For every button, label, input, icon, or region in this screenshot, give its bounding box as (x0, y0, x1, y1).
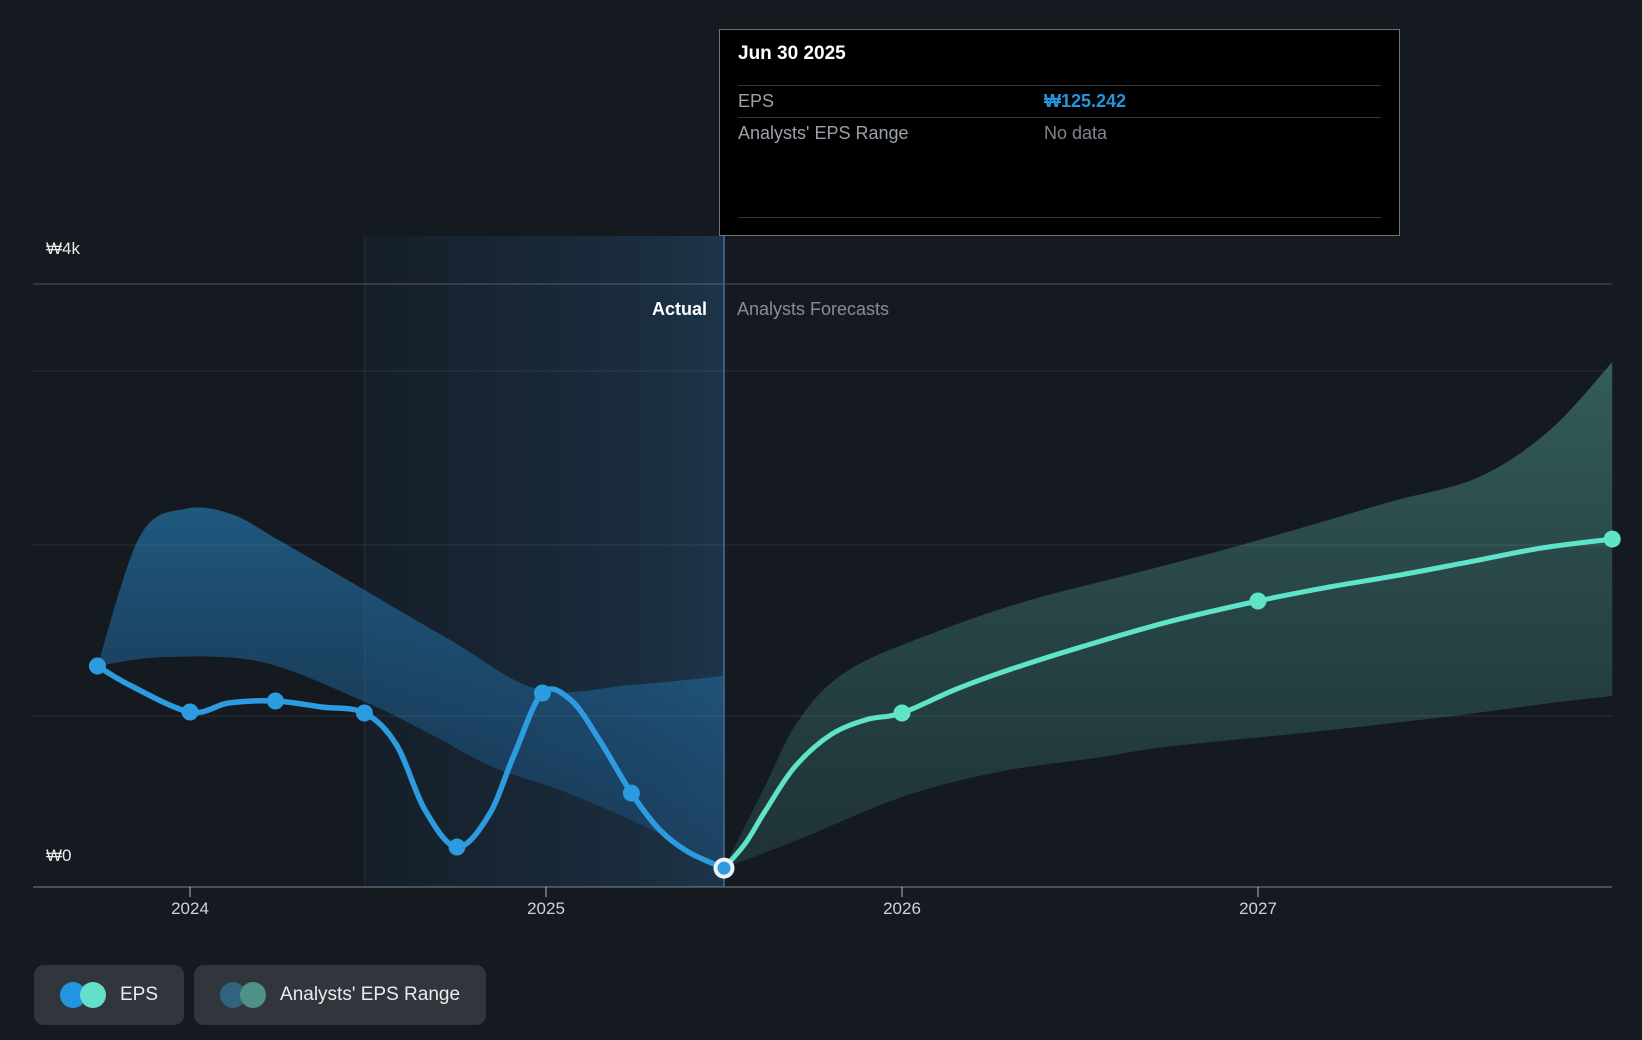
current-eps-point[interactable] (713, 857, 735, 879)
tooltip-bottom-divider (738, 217, 1381, 218)
legend-eps-range-label: Analysts' EPS Range (280, 984, 461, 1005)
chart-legend: EPS Analysts' EPS Range (34, 965, 487, 1025)
legend-eps-range-button[interactable]: Analysts' EPS Range (194, 965, 487, 1025)
eps-actual-point[interactable] (355, 704, 373, 722)
eps-actual-point[interactable] (181, 703, 199, 721)
eps-actual-point[interactable] (88, 657, 106, 675)
eps-actual-point[interactable] (448, 838, 466, 856)
legend-eps-label: EPS (120, 984, 159, 1005)
tooltip-divider (738, 85, 1381, 86)
tooltip-range-label: Analysts' EPS Range (738, 123, 909, 143)
eps-actual-point[interactable] (533, 684, 551, 702)
legend-eps-button[interactable]: EPS (34, 965, 185, 1025)
eps-series-icon (60, 982, 106, 1008)
tooltip-eps-label: EPS (738, 91, 775, 111)
eps-range-band-forecast (724, 362, 1613, 869)
x-axis-label-2026: 2026 (883, 899, 921, 918)
tooltip-range-value: No data (1044, 123, 1108, 143)
chart-tooltip: Jun 30 2025 EPS ₩125.242 Analysts' EPS R… (719, 29, 1400, 236)
y-axis-label-top: ₩4k (46, 239, 80, 258)
eps-range-band-past (97, 507, 724, 866)
forecast-phase-label: Analysts Forecasts (737, 299, 890, 319)
eps-forecast-line[interactable] (721, 536, 1615, 871)
eps-forecast-point[interactable] (893, 704, 911, 722)
x-axis-label-2027: 2027 (1239, 899, 1277, 918)
eps-forecast-point[interactable] (1249, 592, 1267, 610)
eps-forecast-point[interactable] (1603, 530, 1621, 548)
tooltip-eps-value: ₩125.242 (1044, 91, 1127, 111)
eps-actual-point[interactable] (266, 692, 284, 710)
x-axis-label-2024: 2024 (171, 899, 209, 918)
eps-range-series-icon (220, 982, 267, 1008)
tooltip-date: Jun 30 2025 (738, 43, 846, 64)
tooltip-range-row: Analysts' EPS Range No data (738, 118, 1381, 149)
actual-phase-label: Actual (651, 299, 707, 319)
eps-actual-point[interactable] (622, 784, 640, 802)
tooltip-divider (738, 117, 1381, 118)
tooltip-eps-row: EPS ₩125.242 (738, 86, 1381, 117)
x-axis-label-2025: 2025 (527, 899, 565, 918)
y-axis-label-zero: ₩0 (46, 846, 72, 865)
